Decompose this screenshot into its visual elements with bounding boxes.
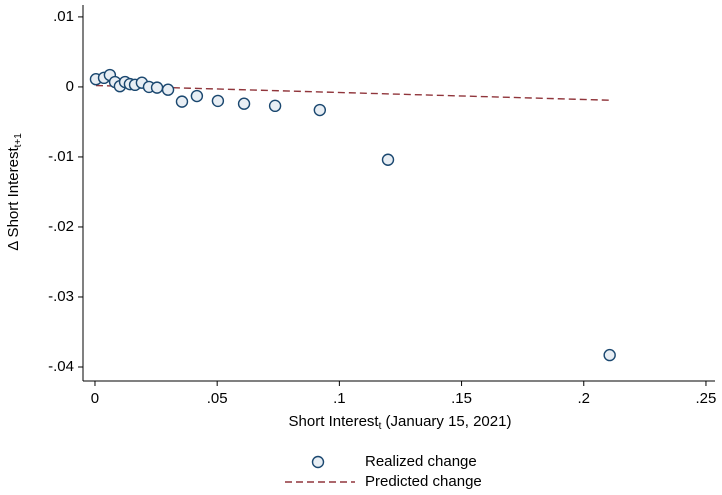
legend-label: Realized change [365, 453, 477, 470]
point [313, 103, 327, 117]
point [190, 89, 204, 103]
y-tick-label: -.02 [48, 218, 74, 235]
point [603, 348, 616, 362]
y-tick-label: -.04 [48, 358, 74, 375]
legend-label: Predicted change [365, 473, 482, 490]
y-tick-label: -.01 [48, 148, 74, 165]
point [237, 97, 251, 110]
x-tick-label: .25 [696, 390, 717, 407]
point [268, 99, 282, 113]
y-tick-label: -.03 [48, 288, 74, 305]
x-tick-label: .15 [451, 390, 472, 407]
y-tick-label: 0 [66, 78, 74, 95]
y-tick-label: .01 [53, 8, 74, 25]
x-tick-label: .1 [333, 390, 346, 407]
point [211, 94, 225, 108]
point [175, 95, 189, 108]
x-axis-title: Short Interestt (January 15, 2021) [289, 413, 512, 432]
legend-marker [311, 455, 325, 469]
x-tick-label: .2 [578, 390, 591, 407]
point [381, 153, 395, 166]
line [95, 84, 610, 101]
x-tick-label: 0 [91, 390, 99, 407]
point [161, 83, 175, 96]
y-axis-title: Δ Short Interestt+1 [5, 133, 24, 251]
point [150, 81, 164, 94]
x-tick-label: .05 [207, 390, 228, 407]
